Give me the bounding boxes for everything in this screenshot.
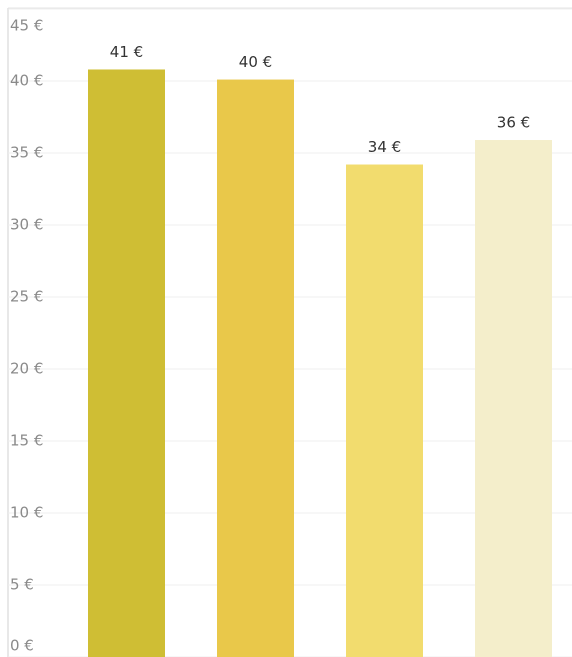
y-tick-label: 10 € — [10, 504, 43, 522]
y-tick-label: 40 € — [10, 72, 43, 90]
data-label: 40 € — [239, 53, 272, 71]
y-tick-label: 25 € — [10, 288, 43, 306]
data-label: 36 € — [497, 114, 530, 132]
data-label: 41 € — [110, 43, 143, 61]
y-tick-label: 0 € — [10, 637, 34, 655]
y-tick-label: 5 € — [10, 576, 34, 594]
data-label: 34 € — [368, 138, 401, 156]
bar — [346, 164, 423, 657]
y-tick-label: 35 € — [10, 144, 43, 162]
y-tick-label: 15 € — [10, 432, 43, 450]
y-tick-label: 30 € — [10, 216, 43, 234]
bar — [217, 79, 294, 657]
y-tick-label: 45 € — [10, 17, 43, 35]
y-tick-label: 20 € — [10, 360, 43, 378]
bar — [475, 140, 552, 657]
bar — [88, 69, 165, 657]
